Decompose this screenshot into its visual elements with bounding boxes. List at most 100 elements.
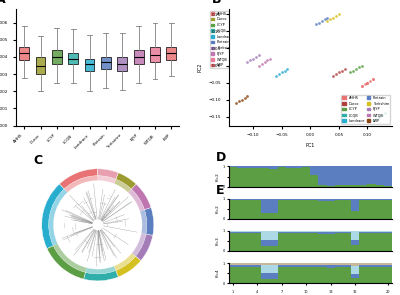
Bar bbox=[286, 265, 294, 266]
Bar bbox=[343, 166, 351, 185]
Bar bbox=[368, 184, 376, 186]
Point bbox=[261, 60, 268, 64]
Bar bbox=[294, 266, 302, 267]
Point bbox=[253, 55, 259, 59]
Bar bbox=[237, 200, 245, 219]
Bar bbox=[310, 266, 318, 267]
Bar bbox=[359, 231, 368, 232]
Bar bbox=[245, 266, 253, 267]
Bar bbox=[278, 168, 286, 186]
Bar bbox=[351, 266, 359, 274]
Point bbox=[358, 63, 365, 68]
Wedge shape bbox=[116, 173, 136, 189]
Bar bbox=[245, 199, 253, 201]
Bar bbox=[351, 199, 359, 211]
Bar bbox=[384, 266, 392, 267]
Bar bbox=[376, 266, 384, 267]
Bar bbox=[351, 185, 359, 186]
Bar bbox=[261, 213, 269, 219]
Bar bbox=[302, 267, 310, 283]
Bar bbox=[327, 265, 335, 266]
Bar bbox=[269, 199, 278, 213]
Bar bbox=[302, 200, 310, 219]
PathPatch shape bbox=[117, 57, 127, 71]
Bar bbox=[278, 231, 286, 232]
Point bbox=[244, 94, 250, 99]
Bar bbox=[310, 233, 318, 251]
Bar bbox=[261, 166, 269, 168]
Bar bbox=[302, 199, 310, 200]
Bar bbox=[310, 199, 318, 201]
Bar bbox=[343, 199, 351, 200]
Point bbox=[338, 68, 345, 73]
Bar bbox=[368, 166, 376, 184]
Wedge shape bbox=[59, 169, 98, 189]
Bar bbox=[359, 166, 368, 185]
Bar bbox=[228, 267, 237, 283]
Bar bbox=[253, 199, 261, 200]
Bar bbox=[310, 232, 318, 233]
Bar bbox=[261, 246, 269, 251]
Wedge shape bbox=[86, 266, 116, 274]
PathPatch shape bbox=[134, 50, 144, 64]
Point bbox=[330, 73, 336, 78]
Point bbox=[247, 58, 254, 63]
Wedge shape bbox=[42, 184, 64, 249]
Bar bbox=[302, 265, 310, 266]
Point bbox=[318, 19, 325, 23]
Bar bbox=[343, 233, 351, 251]
Point bbox=[364, 80, 371, 85]
Point bbox=[244, 60, 250, 64]
Bar bbox=[327, 201, 335, 219]
Text: D: D bbox=[216, 151, 226, 164]
Point bbox=[361, 82, 368, 87]
Bar bbox=[278, 166, 286, 168]
PathPatch shape bbox=[166, 47, 176, 60]
Bar bbox=[253, 166, 261, 168]
Bar bbox=[376, 267, 384, 283]
Point bbox=[370, 77, 376, 81]
Point bbox=[330, 15, 336, 20]
Text: C: C bbox=[34, 154, 43, 167]
Bar bbox=[310, 265, 318, 266]
Bar bbox=[343, 263, 351, 265]
Bar bbox=[384, 263, 392, 265]
Bar bbox=[237, 265, 245, 266]
Bar bbox=[245, 267, 253, 283]
Bar bbox=[253, 263, 261, 265]
Bar bbox=[343, 200, 351, 219]
Bar bbox=[335, 266, 343, 267]
Bar bbox=[384, 267, 392, 283]
Bar bbox=[327, 266, 335, 268]
Bar bbox=[351, 245, 359, 251]
Bar bbox=[269, 263, 278, 265]
Bar bbox=[302, 263, 310, 265]
Bar bbox=[310, 201, 318, 219]
Bar bbox=[294, 231, 302, 232]
Bar bbox=[245, 265, 253, 266]
Bar bbox=[278, 266, 286, 267]
Point bbox=[276, 72, 282, 76]
Point bbox=[313, 22, 319, 27]
Bar bbox=[269, 240, 278, 246]
Bar bbox=[335, 267, 343, 283]
Bar bbox=[376, 232, 384, 233]
Wedge shape bbox=[128, 189, 144, 211]
PathPatch shape bbox=[68, 53, 78, 64]
Bar bbox=[302, 233, 310, 251]
Point bbox=[264, 58, 270, 63]
Bar bbox=[368, 232, 376, 233]
Bar bbox=[318, 185, 327, 186]
Bar bbox=[237, 232, 245, 233]
Bar bbox=[286, 200, 294, 219]
Bar bbox=[253, 266, 261, 267]
Bar bbox=[302, 266, 310, 267]
Bar bbox=[237, 166, 245, 168]
Bar bbox=[343, 265, 351, 266]
Wedge shape bbox=[84, 271, 118, 281]
Bar bbox=[376, 166, 384, 185]
PathPatch shape bbox=[52, 50, 62, 64]
Bar bbox=[359, 263, 368, 265]
Y-axis label: K=4: K=4 bbox=[216, 269, 220, 278]
Bar bbox=[286, 232, 294, 233]
